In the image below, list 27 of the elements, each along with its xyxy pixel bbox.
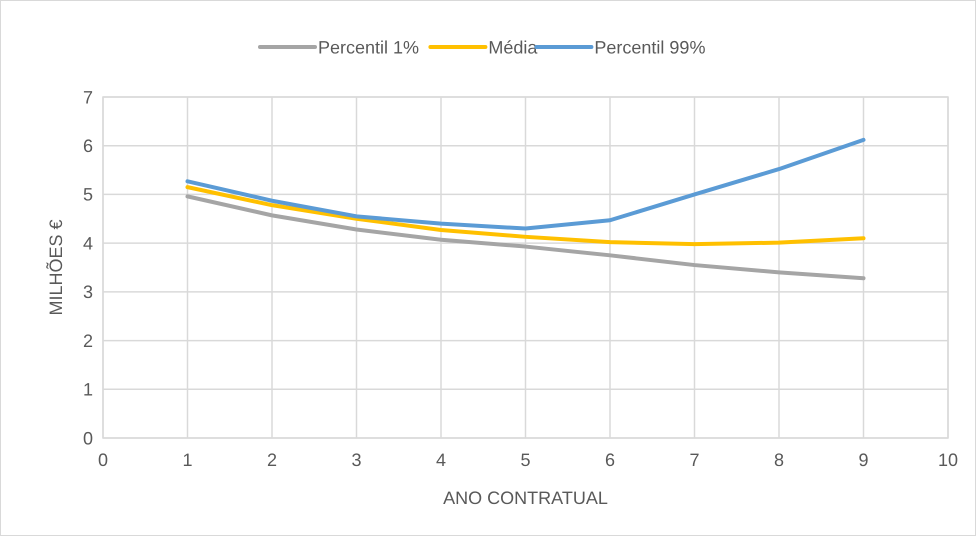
- line-series: [186, 185, 866, 246]
- x-tick-label: 2: [266, 450, 278, 470]
- line-series: [186, 194, 866, 280]
- x-axis-title: ANO CONTRATUAL: [443, 488, 608, 508]
- x-tick-label: 0: [98, 450, 108, 470]
- legend-label: Percentil 1%: [318, 37, 420, 58]
- y-tick-label: 0: [82, 428, 93, 448]
- legend-label: Média: [488, 37, 538, 58]
- x-tick-label: 1: [182, 450, 193, 470]
- line-series: [186, 138, 866, 231]
- y-tick-label: 5: [82, 184, 93, 205]
- x-tick-label: 7: [689, 450, 700, 470]
- legend-label: Percentil 99%: [594, 37, 706, 58]
- x-tick-label: 9: [858, 450, 869, 470]
- x-tick-label: 3: [351, 450, 362, 470]
- y-axis-title: MILHÕES €: [46, 219, 66, 316]
- x-tick-label: 5: [520, 450, 531, 470]
- y-tick-label: 2: [82, 330, 93, 351]
- y-tick-label: 6: [82, 136, 93, 156]
- x-tick-label: 4: [436, 450, 446, 470]
- x-tick-label: 6: [604, 450, 616, 470]
- x-tick-label: 10: [938, 450, 958, 470]
- y-tick-label: 4: [82, 233, 93, 254]
- y-tick-label: 1: [82, 380, 93, 400]
- y-tick-label: 3: [82, 282, 93, 302]
- x-tick-label: 8: [774, 450, 784, 470]
- y-tick-label: 7: [82, 87, 93, 108]
